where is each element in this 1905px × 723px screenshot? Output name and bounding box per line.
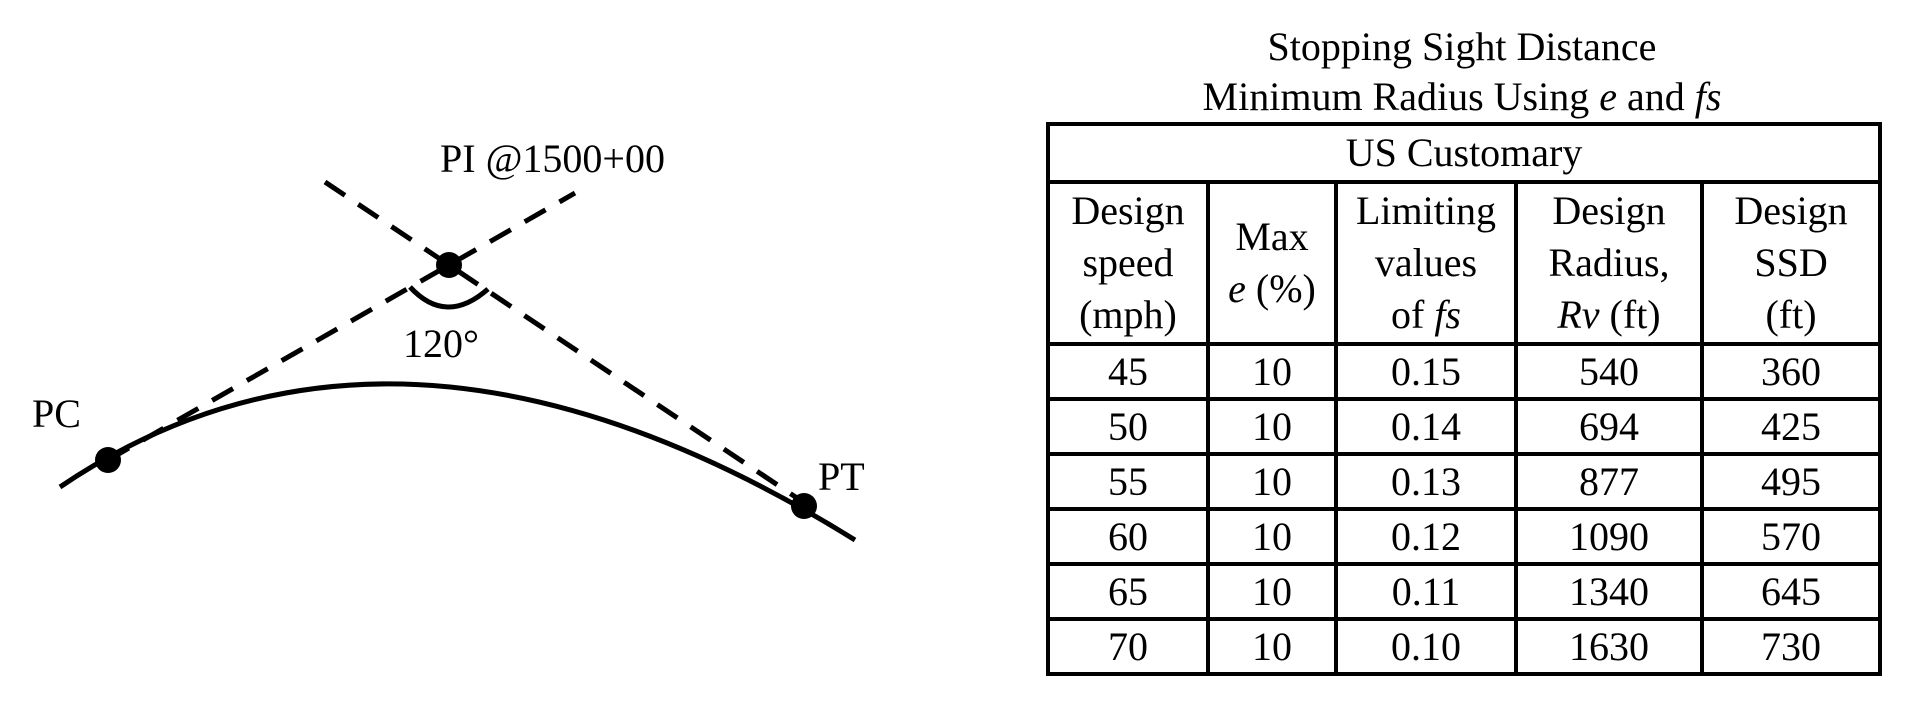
header-limiting-fs: Limiting values of fs xyxy=(1334,180,1518,346)
cell-design-ssd: 570 xyxy=(1699,507,1883,566)
cell-design-speed: 55 xyxy=(1046,452,1210,511)
cell-max-e: 10 xyxy=(1206,397,1338,456)
header-line: Design xyxy=(1552,188,1666,233)
ssd-min-radius-table: US Customary Design speed (mph) Max e (%… xyxy=(1045,122,1883,676)
table-title-line2: Minimum Radius Using e and fs xyxy=(1046,72,1878,122)
header-pct: (%) xyxy=(1245,266,1316,311)
table-title-line1: Stopping Sight Distance xyxy=(1267,24,1657,69)
cell-limiting-fs: 0.14 xyxy=(1334,397,1518,456)
cell-design-ssd: 425 xyxy=(1699,397,1883,456)
table-row: 65 10 0.11 1340 645 xyxy=(1046,562,1883,621)
cell-limiting-fs: 0.13 xyxy=(1334,452,1518,511)
title-e-symbol: e xyxy=(1599,74,1617,119)
cell-design-ssd: 730 xyxy=(1699,617,1883,676)
table-row: 55 10 0.13 877 495 xyxy=(1046,452,1883,511)
circular-curve xyxy=(58,381,857,543)
title-fs-symbol: fs xyxy=(1694,74,1722,119)
pi-label: PI @1500+00 xyxy=(440,136,665,181)
header-line: values xyxy=(1374,240,1478,285)
header-e-symbol: e xyxy=(1228,266,1246,311)
table-row: 60 10 0.12 1090 570 xyxy=(1046,507,1883,566)
cell-design-speed: 50 xyxy=(1046,397,1210,456)
angle-label: 120° xyxy=(403,321,479,366)
header-line: of fs xyxy=(1338,289,1514,341)
header-line: Limiting xyxy=(1356,188,1496,233)
pc-point xyxy=(95,447,121,473)
pc-label: PC xyxy=(32,391,81,436)
header-line: Max xyxy=(1235,214,1309,259)
header-rv-symbol: Rv xyxy=(1557,292,1600,337)
header-line: Rv (ft) xyxy=(1518,289,1700,341)
header-ft: (ft) xyxy=(1599,292,1661,337)
cell-design-radius: 540 xyxy=(1514,342,1704,401)
header-line: (ft) xyxy=(1765,292,1817,337)
cell-max-e: 10 xyxy=(1206,342,1338,401)
table-row: 50 10 0.14 694 425 xyxy=(1046,397,1883,456)
pi-point xyxy=(436,252,462,278)
table-row: 70 10 0.10 1630 730 xyxy=(1046,617,1883,676)
header-line: SSD xyxy=(1754,240,1828,285)
header-line: Design xyxy=(1734,188,1848,233)
cell-design-radius: 877 xyxy=(1514,452,1704,511)
cell-design-speed: 45 xyxy=(1046,342,1210,401)
cell-design-radius: 1340 xyxy=(1514,562,1704,621)
header-design-ssd: Design SSD (ft) xyxy=(1699,180,1883,346)
cell-max-e: 10 xyxy=(1206,617,1338,676)
horizontal-curve-diagram: PI @1500+00 120° PC PT xyxy=(32,136,865,543)
header-design-radius: Design Radius, Rv (ft) xyxy=(1514,180,1704,346)
cell-design-speed: 65 xyxy=(1046,562,1210,621)
table-row: 45 10 0.15 540 360 xyxy=(1046,342,1883,401)
header-fs-symbol: fs xyxy=(1434,292,1461,337)
cell-design-radius: 1630 xyxy=(1514,617,1704,676)
header-max-e: Max e (%) xyxy=(1206,180,1338,346)
ssd-table-block: Stopping Sight Distance Minimum Radius U… xyxy=(1045,22,1883,676)
cell-design-speed: 70 xyxy=(1046,617,1210,676)
cell-max-e: 10 xyxy=(1206,452,1338,511)
header-line: speed xyxy=(1082,240,1174,285)
title-prefix: Minimum Radius Using xyxy=(1202,74,1600,119)
header-line: Design xyxy=(1071,188,1185,233)
cell-limiting-fs: 0.12 xyxy=(1334,507,1518,566)
header-line: (mph) xyxy=(1079,292,1177,337)
forward-tangent-line xyxy=(323,179,802,503)
cell-limiting-fs: 0.11 xyxy=(1334,562,1518,621)
title-and: and xyxy=(1617,74,1695,119)
header-line: e (%) xyxy=(1210,263,1334,315)
pt-point xyxy=(791,493,817,519)
cell-design-radius: 694 xyxy=(1514,397,1704,456)
pt-label: PT xyxy=(818,454,865,499)
cell-design-ssd: 645 xyxy=(1699,562,1883,621)
cell-design-ssd: 495 xyxy=(1699,452,1883,511)
intersection-angle-arc xyxy=(408,285,490,310)
cell-limiting-fs: 0.10 xyxy=(1334,617,1518,676)
cell-design-speed: 60 xyxy=(1046,507,1210,566)
cell-max-e: 10 xyxy=(1206,562,1338,621)
header-of: of xyxy=(1390,292,1435,337)
cell-limiting-fs: 0.15 xyxy=(1334,342,1518,401)
header-line: Radius, xyxy=(1548,240,1670,285)
cell-design-radius: 1090 xyxy=(1514,507,1704,566)
back-tangent-line xyxy=(106,190,577,463)
cell-max-e: 10 xyxy=(1206,507,1338,566)
cell-design-ssd: 360 xyxy=(1699,342,1883,401)
header-design-speed: Design speed (mph) xyxy=(1046,180,1210,346)
table-caption: US Customary xyxy=(1045,122,1883,184)
